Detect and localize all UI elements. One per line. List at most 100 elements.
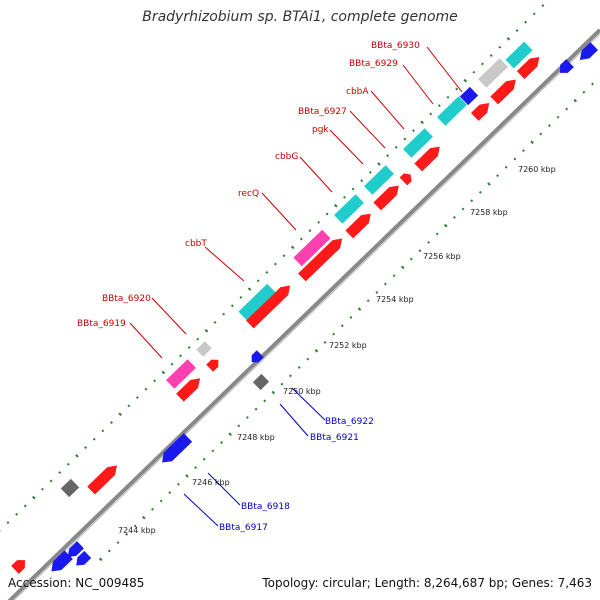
tick-mark [202,457,206,461]
misc-feature-box [60,478,80,498]
reverse-cds-arrow [251,350,264,363]
gene-label-bbta-6929: BBta_6929 [349,59,398,69]
tick-mark [343,195,346,199]
tick-mark [213,321,217,324]
genome-backbone [7,28,600,600]
tick-mark [366,299,370,303]
forward-cds-arrow [516,56,540,79]
forward-cds-arrow [399,173,412,186]
forward-cds-arrow [373,185,399,211]
tick-mark [306,357,310,361]
tick-mark [582,90,586,94]
tick-mark [453,215,456,219]
forward-cds-arrow [298,238,343,282]
reverse-cds-arrow [67,541,84,558]
feature-box [364,165,394,195]
tick-mark [504,165,508,169]
connector-line [151,297,187,335]
gene-label-bbta-6930: BBta_6930 [371,41,420,51]
tick-mark [15,512,19,516]
tick-mark [403,137,407,141]
tick-mark [84,446,88,449]
tick-mark [179,354,182,358]
tick-mark [116,541,120,545]
genome-title: Bradyrhizobium sp. BTAi1, complete genom… [142,9,458,25]
tick-mark [297,366,301,369]
gene-label-bbta-6917: BBta_6917 [219,523,268,533]
tick-mark [323,341,327,344]
tick-mark [515,29,519,32]
tick-mark [280,382,284,386]
connector-line [426,46,463,93]
tick-mark [340,324,344,328]
gene-label-bbta-6919: BBta_6919 [77,319,126,329]
tick-mark [142,515,146,520]
gene-label-cbbg: cbbG [275,152,298,162]
tick-mark [92,437,96,441]
genome-summary: Topology: circular; Length: 8,264,687 bp… [262,576,592,590]
tick-mark [481,62,484,66]
tick-mark [282,254,286,258]
gene-label-bbta-6927: BBta_6927 [298,107,347,117]
feature-box [505,41,533,69]
tick-mark [498,45,502,49]
tick-mark [196,337,200,341]
feature-box [478,58,508,88]
connector-line [349,110,386,149]
tick-mark [98,557,103,562]
tick-mark [351,187,355,191]
tick-mark [530,140,534,145]
feature-track [11,41,599,574]
forward-cds-arrow [470,103,490,121]
tick-mark [230,304,234,308]
tick-mark [125,532,129,536]
connector-line [299,156,333,193]
tick-mark [524,20,528,24]
connector-line [291,387,326,421]
tick-mark [317,220,320,224]
tick-mark [185,474,189,478]
forward-cds-arrow [176,378,201,402]
scale-label-7250: 7250 kbp [283,387,321,396]
tick-mark [400,265,405,270]
tick-mark [220,441,223,444]
tick-mark [360,179,364,183]
tick-mark [377,162,381,166]
forward-cds-arrow [246,285,291,329]
tick-mark [455,87,459,91]
tick-mark [556,115,560,119]
tick-mark [222,312,226,316]
tick-mark [375,291,379,294]
scale-label-7246: 7246 kbp [192,478,230,487]
feature-box [166,359,196,389]
tick-mark [334,203,338,208]
connector-line [183,493,219,527]
gene-label-recq: recQ [238,189,259,199]
tick-mark [384,282,387,286]
gene-label-bbta-6918: BBta_6918 [241,502,290,512]
tick-mark [265,271,269,274]
tick-mark [239,296,243,299]
tick-mark [135,396,139,399]
tick-mark [6,521,10,525]
tick-mark [187,346,191,349]
forward-cds-arrow [414,146,440,172]
tick-mark [591,82,594,86]
tick-mark [386,154,390,158]
feature-box [403,128,433,158]
tick-mark [522,149,525,153]
scale-label-7258: 7258 kbp [470,208,508,217]
tick-mark [539,132,543,136]
tick-mark [308,229,312,233]
tick-mark [368,170,372,174]
tick-mark [211,449,215,453]
connector-line [402,64,434,105]
tick-mark [170,362,174,366]
tick-mark [194,466,198,469]
tick-mark [325,212,329,216]
tick-mark [107,549,111,553]
feature-box [238,283,276,321]
reverse-cds-arrow [559,59,574,73]
